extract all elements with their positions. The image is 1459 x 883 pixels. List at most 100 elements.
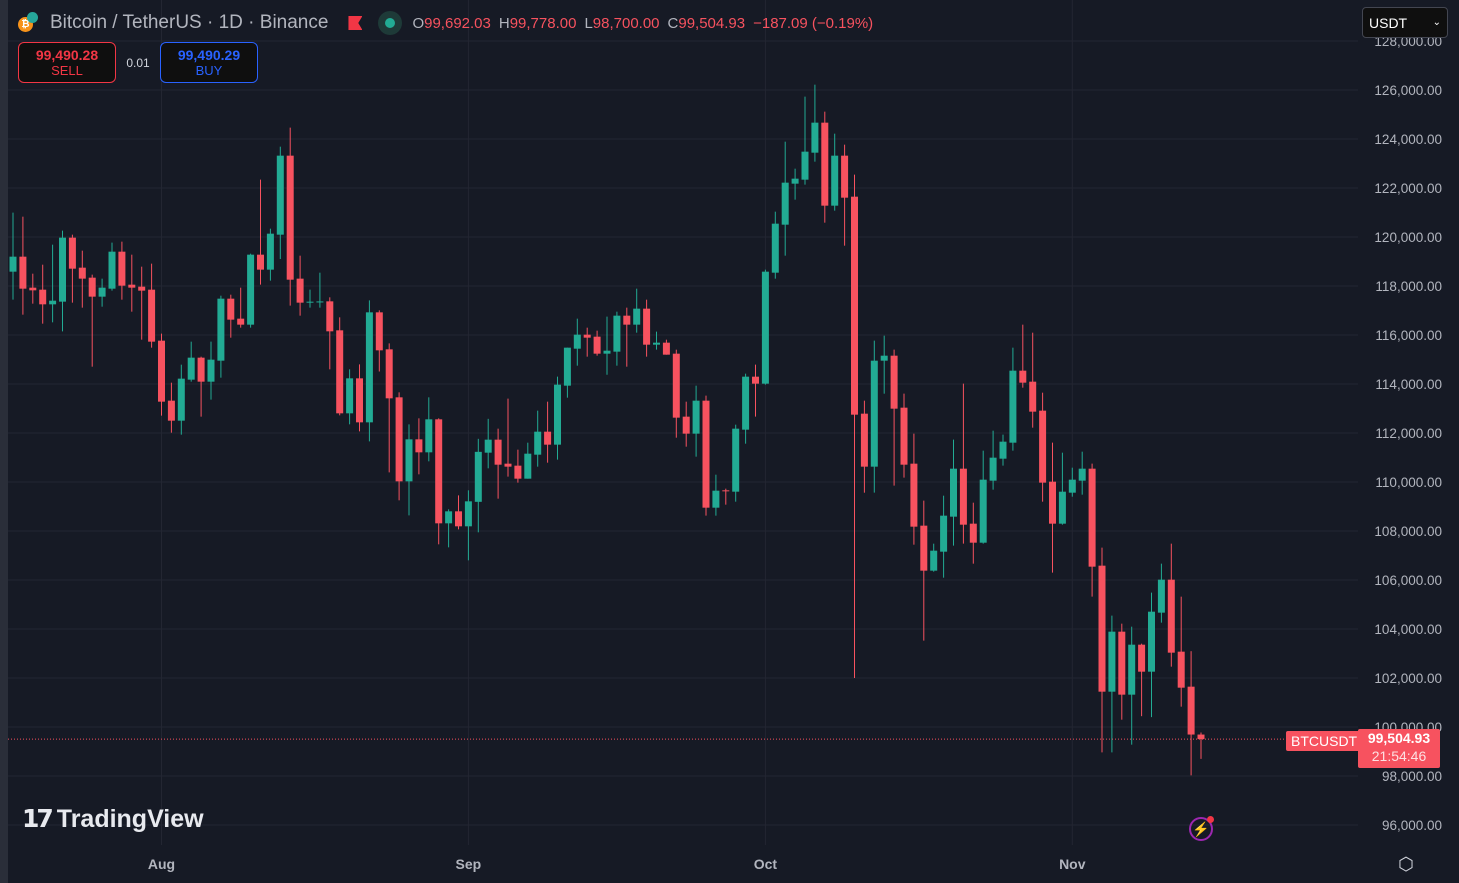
candle[interactable] [177,364,185,435]
candle[interactable] [860,400,868,493]
candle[interactable] [1058,452,1066,525]
candle[interactable] [999,434,1007,466]
candle[interactable] [623,307,631,367]
candle[interactable] [29,273,37,304]
candle[interactable] [316,272,324,308]
candle[interactable] [425,397,433,462]
candle[interactable] [900,393,908,478]
candle[interactable] [1187,651,1195,776]
candle[interactable] [237,287,245,328]
candle[interactable] [771,211,779,279]
candle[interactable] [870,340,878,493]
candle[interactable] [336,317,344,416]
candle[interactable] [415,418,423,475]
candle[interactable] [227,294,235,338]
candle[interactable] [613,311,621,366]
flag-icon[interactable] [348,16,363,30]
candle[interactable] [138,266,146,340]
candle[interactable] [1118,623,1126,720]
candle[interactable] [1029,332,1037,428]
price-axis[interactable]: 128,000.00126,000.00124,000.00122,000.00… [1374,34,1442,833]
candle[interactable] [653,331,660,350]
candle[interactable] [1009,347,1017,451]
candle[interactable] [1088,463,1096,597]
candle[interactable] [593,330,601,356]
candle[interactable] [781,141,789,256]
candle[interactable] [791,168,799,200]
candle[interactable] [296,255,304,316]
candle[interactable] [1049,442,1056,573]
candle[interactable] [504,398,512,477]
candle[interactable] [1177,596,1185,707]
candle[interactable] [761,269,769,385]
candle[interactable] [158,333,165,416]
time-axis[interactable]: Aug Sep Oct Nov [148,856,1086,872]
candle[interactable] [969,502,977,564]
candle[interactable] [811,84,819,162]
candle[interactable] [742,373,750,444]
candle[interactable] [1019,324,1027,388]
candle[interactable] [573,318,581,366]
candle[interactable] [68,234,76,303]
candle[interactable] [950,439,957,546]
candle[interactable] [940,495,948,578]
candle[interactable] [464,490,472,561]
candle[interactable] [375,310,383,372]
candle[interactable] [286,127,294,306]
candle[interactable] [1068,467,1076,497]
candle[interactable] [989,430,997,490]
candle[interactable] [554,376,561,460]
sell-button[interactable]: 99,490.28 SELL [18,42,116,83]
candle[interactable] [346,369,354,425]
candle[interactable] [385,343,393,473]
candle[interactable] [712,474,720,516]
candle[interactable] [395,392,403,501]
candle[interactable] [435,418,443,545]
candle[interactable] [662,339,670,355]
candle[interactable] [167,382,175,433]
candle[interactable] [672,349,680,438]
candle[interactable] [841,144,849,246]
buy-button[interactable]: 99,490.29 BUY [160,42,258,83]
candle[interactable] [1167,543,1175,667]
candle[interactable] [851,174,858,678]
candle[interactable] [563,347,571,398]
candle[interactable] [474,438,482,533]
candle[interactable] [1098,547,1106,753]
symbol-title[interactable]: Bitcoin / TetherUS · 1D · Binance [50,12,329,33]
currency-select[interactable]: USDT ⌄ [1362,7,1448,38]
candle[interactable] [118,241,126,300]
candle[interactable] [266,228,274,281]
candle[interactable] [930,543,938,572]
candle[interactable] [98,278,106,307]
candle[interactable] [276,146,284,260]
candle[interactable] [524,442,532,479]
candle[interactable] [880,335,888,394]
candle[interactable] [88,274,96,367]
candle[interactable] [682,401,690,447]
candle[interactable] [108,242,116,291]
candle[interactable] [534,410,542,467]
candle[interactable] [1108,615,1116,753]
candle[interactable] [831,133,839,211]
candle[interactable] [702,395,710,516]
candle[interactable] [217,295,225,378]
candle[interactable] [356,364,363,432]
candle[interactable] [197,356,205,417]
candle[interactable] [890,349,898,486]
candle[interactable] [128,254,136,312]
candle[interactable] [732,424,740,502]
candle[interactable] [633,288,641,333]
candle[interactable] [1138,643,1146,717]
candle[interactable] [187,341,195,382]
candle[interactable] [9,212,17,300]
candle[interactable] [39,264,47,324]
candle[interactable] [257,179,264,285]
candle[interactable] [445,509,453,548]
candle[interactable] [1157,563,1165,623]
candle[interactable] [603,316,611,375]
candle[interactable] [692,385,700,457]
candle[interactable] [405,424,413,516]
settings-hexagon-icon[interactable]: ⬡ [1398,854,1414,874]
candle[interactable] [207,341,215,400]
